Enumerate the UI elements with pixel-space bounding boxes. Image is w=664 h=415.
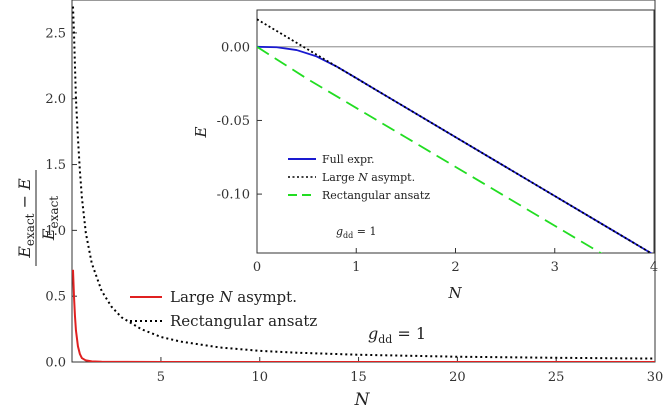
inset-y-tick-label-0-05: -0.05 [217,114,250,129]
main-x-axis-label: N [354,390,371,410]
inset-y-axis-label: E [192,126,210,138]
inset-y-tick-label-0-00: 0.00 [221,40,250,55]
ylabel-denominator-sub: exact [47,196,61,229]
inset-x-tick-label-0: 0 [253,260,261,275]
inset-gdd-annotation: gdd = 1 [336,225,377,240]
svg-text:Eexact: Eexact [39,196,61,241]
inset-legend: Full expr. Large N asympt. Rectangular a… [288,153,430,202]
main-x-tick-label-15: 15 [350,370,367,385]
main-x-tick-label-20: 20 [449,370,466,385]
inset-series-full-expr [257,45,653,253]
main-y-tick-label-0-5: 0.5 [45,290,66,305]
ylabel-numerator-e2: E [15,178,34,191]
inset-x-tick-label-4: 4 [650,260,658,275]
main-series-large-n-asympt [72,269,655,362]
inset-x-axis-label: N [447,284,462,302]
inset-x-tick-label-1: 1 [352,260,360,275]
main-legend-label-large-n: Large N asympt. [170,288,297,306]
inset-series-rectangular-ansatz [257,46,603,253]
ylabel-minus: − [15,190,34,214]
main-legend: Large N asympt. Rectangular ansatz [130,288,317,330]
main-y-tick-label-1-0: 1.0 [45,224,66,239]
main-series-rectangular-ansatz [72,6,655,360]
inset-legend-label-large-n: Large N asympt. [322,171,415,184]
main-x-tick-label-30: 30 [647,370,664,385]
inset-legend-label-full: Full expr. [322,153,375,166]
main-y-tick-label-1-5: 1.5 [45,158,66,173]
main-y-axis-label: Eexact − E Eexact [15,170,61,266]
main-legend-label-rectangular: Rectangular ansatz [170,312,317,330]
main-x-tick-label-25: 25 [548,370,565,385]
inset-y-tick-label-0-10: -0.10 [217,188,250,203]
svg-text:Eexact − E: Eexact − E [15,178,37,259]
inset-x-tick-label-2: 2 [451,260,459,275]
inset-plot-frame [256,9,655,254]
ylabel-denominator-e: E [39,228,58,241]
ylabel-numerator-sub: exact [23,213,37,246]
main-x-tick-label-5: 5 [157,370,165,385]
main-y-tick-label-2-0: 2.0 [45,92,66,107]
inset-series-large-n-asympt [257,18,653,253]
inset-legend-label-rectangular: Rectangular ansatz [322,189,430,202]
main-y-tick-label-2-5: 2.5 [45,26,66,41]
inset-x-tick-label-3: 3 [551,260,559,275]
ylabel-numerator-e: E [15,246,34,259]
main-y-tick-label-0-0: 0.0 [45,356,66,371]
main-x-tick-label-10: 10 [251,370,268,385]
main-gdd-annotation: gdd = 1 [368,324,426,346]
